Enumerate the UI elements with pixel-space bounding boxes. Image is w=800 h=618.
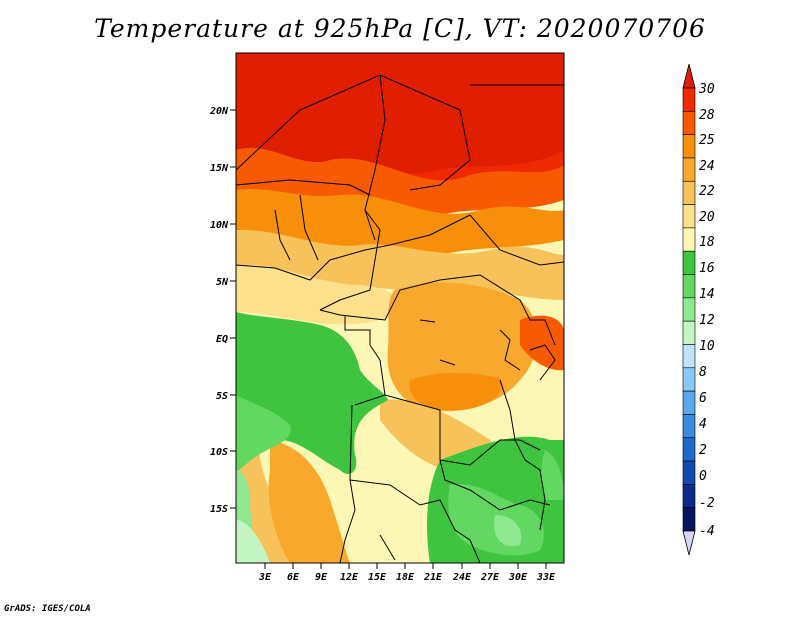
country-borders bbox=[236, 74, 564, 563]
lat-label-5n: 5N bbox=[216, 277, 229, 288]
cb-label-24: 24 bbox=[699, 159, 715, 174]
colorbar-swatch bbox=[682, 157, 696, 182]
colorbar-swatch bbox=[682, 87, 696, 112]
lon-label-18e: 18E bbox=[396, 572, 415, 583]
colorbar-swatch bbox=[682, 484, 696, 508]
cb-label-6: 6 bbox=[699, 391, 707, 406]
colorbar-swatch bbox=[682, 227, 696, 252]
lon-label-15e: 15E bbox=[368, 572, 387, 583]
lon-label-9e: 9E bbox=[315, 572, 328, 583]
cb-label-0: 0 bbox=[699, 469, 707, 484]
cb-label-minus2: -2 bbox=[699, 496, 715, 511]
cb-label-12: 12 bbox=[699, 313, 715, 328]
cb-label-28: 28 bbox=[699, 108, 715, 123]
cb-label-2: 2 bbox=[699, 443, 707, 458]
colorbar-swatch bbox=[682, 414, 696, 439]
map-frame bbox=[235, 52, 565, 564]
lat-label-10n: 10N bbox=[210, 220, 229, 231]
colorbar-swatch bbox=[682, 507, 696, 532]
colorbar-min-arrow bbox=[682, 530, 696, 556]
lon-axis: 3E 6E 9E 12E 15E 18E 21E 24E 27E 30E 33E bbox=[258, 563, 556, 583]
temperature-field bbox=[236, 53, 564, 563]
lon-label-30e: 30E bbox=[508, 572, 528, 583]
lat-axis: 20N 15N 10N 5N EQ 5S 10S 15S bbox=[209, 106, 236, 515]
lon-label-21e: 21E bbox=[423, 572, 443, 583]
colorbar-swatch bbox=[682, 297, 696, 322]
cb-label-10: 10 bbox=[699, 339, 715, 354]
cb-label-16: 16 bbox=[699, 261, 715, 276]
colorbar-swatch bbox=[682, 320, 696, 345]
lon-label-33e: 33E bbox=[536, 572, 556, 583]
cb-label-minus4: -4 bbox=[699, 524, 715, 539]
colorbar-swatch bbox=[682, 134, 696, 159]
lon-label-6e: 6E bbox=[287, 572, 300, 583]
colorbar-swatch bbox=[682, 437, 696, 462]
cb-label-30: 30 bbox=[698, 82, 715, 97]
cb-label-4: 4 bbox=[699, 417, 707, 432]
colorbar-max-arrow bbox=[682, 63, 696, 89]
lat-label-15n: 15N bbox=[210, 163, 229, 174]
lat-label-5s: 5S bbox=[216, 391, 228, 402]
lat-label-10s: 10S bbox=[210, 447, 228, 458]
colorbar-swatch bbox=[682, 367, 696, 392]
lat-label-15s: 15S bbox=[210, 504, 228, 515]
colorbar-swatch bbox=[682, 344, 696, 369]
cb-label-8: 8 bbox=[699, 365, 707, 380]
cb-label-20: 20 bbox=[699, 210, 715, 225]
colorbar-swatch bbox=[682, 390, 696, 415]
colorbar-swatch bbox=[682, 204, 696, 229]
lon-label-27e: 27E bbox=[480, 572, 500, 583]
lon-label-24e: 24E bbox=[452, 572, 472, 583]
lon-label-12e: 12E bbox=[340, 572, 359, 583]
colorbar-swatch bbox=[682, 180, 696, 205]
lat-label-20n: 20N bbox=[209, 106, 229, 117]
lon-label-3e: 3E bbox=[258, 572, 272, 583]
cb-label-22: 22 bbox=[699, 184, 715, 199]
cb-label-25: 25 bbox=[699, 133, 715, 148]
chart-title: Temperature at 925hPa [C], VT: 202007070… bbox=[94, 14, 706, 43]
lat-label-eq: EQ bbox=[216, 334, 228, 345]
cb-label-14: 14 bbox=[699, 287, 715, 302]
colorbar-swatch bbox=[682, 111, 696, 135]
cb-label-18: 18 bbox=[699, 235, 715, 250]
grads-credit: GrADS: IGES/COLA bbox=[4, 604, 91, 614]
colorbar-legend: 30 28 25 24 22 20 18 16 14 12 10 8 6 4 2… bbox=[682, 63, 715, 556]
colorbar-swatch bbox=[682, 460, 696, 485]
colorbar-swatch bbox=[682, 250, 696, 275]
colorbar-swatch bbox=[682, 274, 696, 299]
